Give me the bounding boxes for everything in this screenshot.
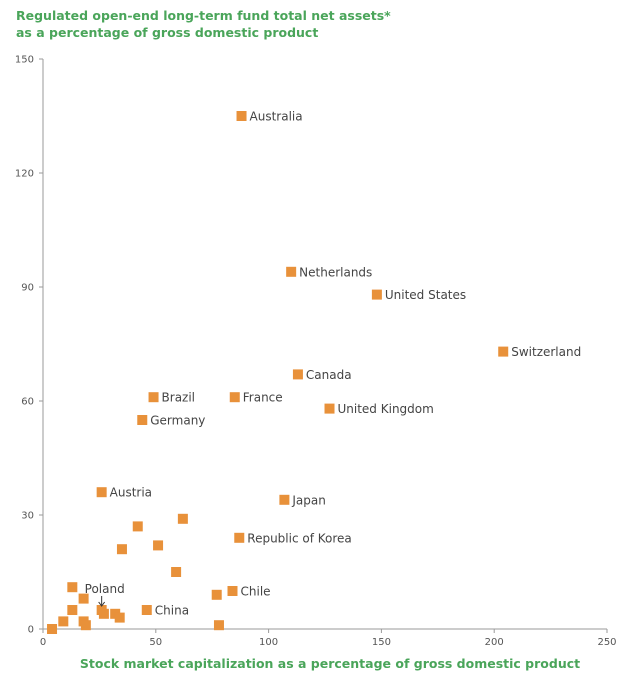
- data-point-austria: [96, 487, 107, 498]
- data-point-unlabeled: [78, 593, 89, 604]
- data-point-unlabeled: [98, 608, 109, 619]
- point-label-chile: Chile: [241, 585, 271, 599]
- data-point-unlabeled: [211, 589, 222, 600]
- point-label-japan: Japan: [291, 493, 325, 507]
- point-label-united-kingdom: United Kingdom: [338, 402, 434, 416]
- point-label-brazil: Brazil: [162, 391, 196, 405]
- x-tick-label: 150: [372, 637, 391, 648]
- point-label-republic-of-korea: Republic of Korea: [247, 531, 352, 545]
- data-point-unlabeled: [58, 616, 69, 627]
- x-axis-label: Stock market capitalization as a percent…: [79, 656, 581, 671]
- point-label-germany: Germany: [150, 414, 205, 428]
- data-point-unlabeled: [213, 620, 224, 631]
- data-point-unlabeled: [153, 540, 164, 551]
- data-point-japan: [279, 494, 290, 505]
- data-point-unlabeled: [177, 513, 188, 524]
- y-tick-label: 120: [15, 169, 34, 180]
- y-axis-label-line-2: as a percentage of gross domestic produc…: [16, 25, 319, 40]
- point-label-poland: Poland: [85, 582, 125, 596]
- data-point-united-kingdom: [324, 403, 335, 414]
- x-tick-label: 50: [149, 637, 162, 648]
- data-point-unlabeled: [67, 582, 78, 593]
- point-label-united-states: United States: [385, 288, 466, 302]
- data-point-unlabeled: [171, 567, 182, 577]
- data-point-france: [229, 392, 240, 403]
- data-point-unlabeled: [80, 620, 91, 631]
- data-point-unlabeled: [116, 544, 127, 555]
- point-label-netherlands: Netherlands: [299, 265, 372, 279]
- data-point-united-states: [371, 289, 382, 300]
- point-label-australia: Australia: [250, 110, 303, 124]
- y-tick-label: 0: [28, 625, 34, 636]
- data-point-chile: [227, 586, 238, 596]
- y-tick-label: 30: [21, 511, 34, 522]
- data-point-unlabeled: [47, 624, 58, 634]
- x-tick-label: 100: [259, 637, 278, 648]
- data-point-china: [141, 605, 152, 615]
- data-point-unlabeled: [132, 521, 143, 532]
- data-point-switzerland: [498, 346, 509, 357]
- data-point-germany: [137, 415, 148, 425]
- point-label-france: France: [243, 391, 283, 405]
- x-tick-label: 250: [597, 637, 616, 648]
- data-point-unlabeled: [67, 605, 78, 615]
- data-point-netherlands: [286, 266, 297, 277]
- poland-arrow-head: [98, 601, 106, 607]
- x-tick-label: 200: [485, 637, 504, 648]
- point-label-switzerland: Switzerland: [511, 345, 581, 359]
- point-label-austria: Austria: [110, 486, 152, 500]
- data-point-republic-of-korea: [234, 532, 245, 543]
- y-tick-label: 90: [21, 283, 34, 294]
- y-tick-label: 150: [15, 55, 34, 66]
- data-point-brazil: [148, 392, 159, 403]
- x-tick-label: 0: [40, 637, 46, 648]
- point-label-canada: Canada: [306, 368, 352, 382]
- y-axis-label-line-1: Regulated open-end long-term fund total …: [16, 8, 391, 23]
- y-tick-label: 60: [21, 397, 34, 408]
- data-point-australia: [236, 111, 247, 121]
- data-point-unlabeled: [114, 612, 125, 623]
- point-label-china: China: [155, 604, 189, 618]
- data-point-canada: [292, 369, 303, 380]
